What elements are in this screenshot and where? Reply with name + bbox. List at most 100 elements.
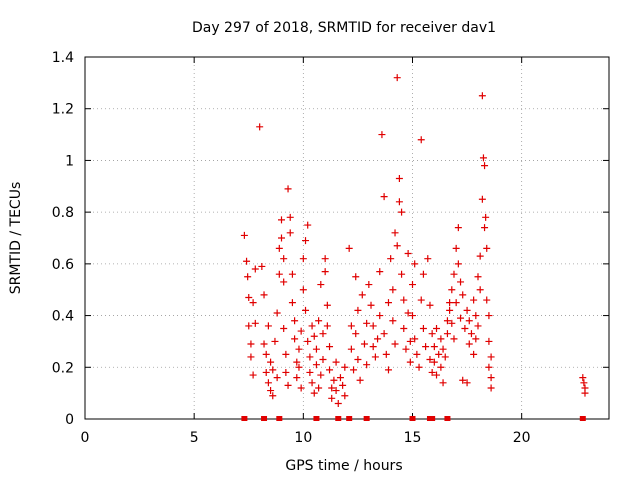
data-point [291,335,299,343]
data-point [297,327,305,335]
x-tick-label: 0 [81,430,90,446]
zero-marker [313,416,320,421]
grid-lines [85,57,609,419]
data-point [395,175,403,183]
data-point [391,340,399,348]
data-point [433,325,441,332]
data-point [485,363,493,371]
data-point [315,317,323,325]
y-tick-label: 0.6 [52,257,74,273]
data-point [293,374,301,382]
data-point [483,244,491,252]
x-axis-label: GPS time / hours [285,458,402,474]
data-point [380,193,388,201]
x-tick-labels: 0 5 10 15 20 [81,430,531,446]
data-point [243,257,251,265]
x-tick-label: 15 [404,430,422,446]
data-point [430,343,438,351]
zero-marker [241,416,248,421]
data-point [269,366,277,374]
zero-marker [579,416,586,421]
data-point [400,296,408,304]
data-point [470,350,478,358]
zero-marker [429,416,436,421]
data-point [280,278,288,286]
data-point [275,270,283,278]
data-point [354,356,362,364]
data-point [437,363,445,371]
zero-markers [241,416,586,421]
data-point [312,361,320,369]
data-point [472,312,480,320]
data-point [376,312,384,320]
data-point [398,270,406,278]
data-point [384,366,392,374]
data-point [417,136,425,144]
data-point [476,286,484,294]
data-point [454,260,462,268]
data-point [304,337,312,345]
data-point [433,371,441,379]
y-tick-label: 0 [65,412,74,428]
data-point [295,345,303,353]
data-point [332,358,340,366]
data-point [352,330,360,338]
data-point [247,340,255,348]
data-point [384,299,392,307]
data-point [317,281,325,289]
data-point [450,335,458,343]
data-point [426,356,434,364]
data-point [452,299,460,307]
data-point [341,392,349,400]
data-point [317,371,325,379]
data-point [328,394,336,402]
data-point [463,306,471,314]
y-tick-label: 1 [65,153,74,169]
data-point [465,317,473,325]
data-point [371,353,379,361]
data-point [244,273,252,281]
data-point [389,317,397,325]
data-point [258,262,266,270]
data-point [448,286,456,294]
data-point [400,325,408,332]
data-point [365,281,373,289]
data-point [256,123,264,131]
data-point [476,252,484,260]
data-point [288,299,296,307]
data-point [470,296,478,304]
data-point [424,255,432,263]
y-axis-label: SRMTID / TECUs [8,182,24,295]
data-point [288,270,296,278]
data-point [481,162,489,170]
data-point [580,379,588,387]
zero-marker [346,416,353,421]
data-point [380,330,388,338]
data-point [435,350,443,358]
chart-title: Day 297 of 2018, SRMTID for receiver dav… [192,20,496,36]
data-point [393,74,401,82]
data-point [345,244,353,252]
data-point [481,224,489,232]
data-point [262,350,270,358]
data-point [267,387,275,395]
data-point [339,381,347,389]
data-point [347,345,355,353]
data-point [457,314,465,322]
data-point [457,278,465,286]
data-point [465,340,473,348]
data-point [319,356,327,364]
data-point [306,368,314,376]
data-point [334,399,342,407]
data-point [441,353,449,361]
data-point [382,350,390,358]
x-tick-label: 20 [513,430,531,446]
data-point [472,335,480,343]
data-point [419,325,427,332]
data-point [286,229,294,237]
data-point [450,270,458,278]
data-point [354,306,362,314]
data-point [487,384,495,392]
y-tick-label: 0.2 [52,360,74,376]
zero-marker [444,416,451,421]
